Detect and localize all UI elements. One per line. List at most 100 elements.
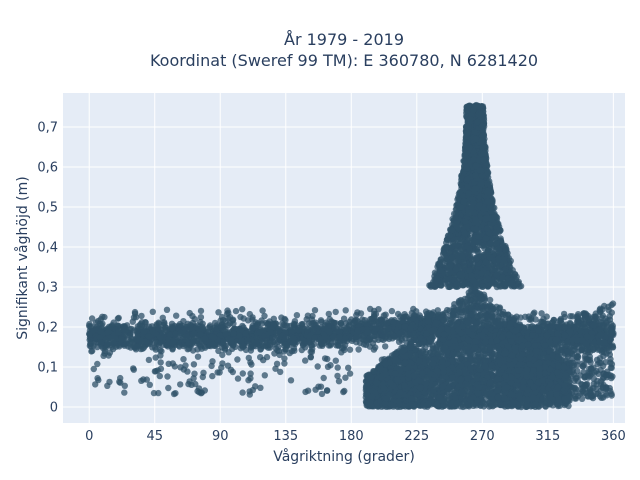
data-point	[273, 360, 281, 367]
data-point	[342, 335, 349, 342]
data-point	[295, 326, 302, 334]
data-point	[202, 335, 209, 342]
data-point	[112, 335, 119, 342]
data-point	[247, 344, 255, 351]
data-point	[385, 325, 392, 332]
data-point	[155, 320, 163, 327]
data-point	[106, 378, 113, 386]
data-point	[92, 381, 99, 388]
data-point	[300, 337, 307, 344]
data-point	[493, 303, 500, 310]
data-point	[465, 289, 472, 296]
data-point	[277, 368, 284, 376]
data-point	[366, 343, 374, 350]
data-point	[355, 346, 362, 353]
data-point	[92, 319, 100, 326]
data-point	[382, 311, 389, 318]
data-point	[525, 313, 532, 320]
data-point	[357, 310, 365, 317]
data-point	[230, 330, 237, 337]
data-point	[319, 342, 326, 349]
data-point	[372, 344, 379, 351]
data-point	[287, 377, 295, 384]
data-point	[146, 323, 153, 330]
data-point	[465, 328, 472, 335]
data-point	[495, 314, 503, 322]
data-point	[310, 319, 317, 327]
data-point	[218, 313, 226, 321]
data-point	[121, 342, 128, 349]
data-point	[261, 312, 268, 320]
data-point	[390, 318, 397, 326]
data-point	[205, 324, 212, 332]
data-point	[104, 341, 111, 348]
data-point	[281, 340, 289, 348]
data-point	[131, 336, 138, 344]
data-point	[253, 338, 260, 346]
data-point	[170, 338, 177, 345]
data-point	[197, 307, 205, 315]
data-points	[86, 101, 617, 411]
data-point	[177, 381, 184, 388]
data-point	[196, 331, 204, 338]
data-point	[345, 364, 352, 371]
data-point	[327, 342, 334, 349]
data-point	[310, 326, 317, 333]
data-point	[218, 364, 225, 371]
data-point	[334, 372, 341, 380]
data-point	[245, 377, 252, 384]
data-point	[329, 333, 337, 341]
data-point	[232, 307, 240, 315]
data-point	[352, 318, 359, 325]
data-point	[281, 360, 288, 367]
data-point	[302, 357, 309, 364]
data-point	[152, 354, 159, 361]
data-point	[121, 389, 128, 396]
data-point	[211, 319, 219, 327]
data-point	[332, 357, 339, 364]
data-point	[280, 348, 288, 355]
data-point	[237, 313, 244, 321]
data-point	[234, 375, 242, 382]
data-point	[114, 315, 122, 322]
data-point	[372, 310, 380, 318]
data-point	[281, 355, 288, 362]
data-point	[261, 372, 268, 379]
data-point	[398, 317, 405, 324]
data-point	[323, 387, 331, 394]
data-point	[239, 389, 246, 396]
data-point	[483, 312, 490, 320]
data-point	[247, 370, 254, 377]
data-point	[164, 373, 171, 380]
data-point	[346, 370, 354, 377]
data-point	[105, 328, 112, 335]
data-point	[394, 310, 402, 318]
data-point	[187, 321, 194, 329]
data-point	[317, 317, 325, 324]
data-point	[121, 382, 128, 389]
data-point	[195, 385, 203, 392]
data-point	[220, 339, 227, 346]
data-point	[254, 320, 261, 327]
data-point	[239, 370, 246, 377]
data-point	[163, 306, 171, 313]
data-point	[146, 381, 153, 388]
data-point	[326, 328, 333, 335]
data-point	[303, 316, 310, 323]
data-point	[145, 333, 153, 340]
data-point	[314, 363, 321, 370]
data-point	[210, 334, 218, 341]
data-point	[382, 343, 389, 350]
data-point	[342, 325, 350, 332]
data-point	[317, 383, 325, 390]
data-point	[380, 336, 387, 344]
data-point	[388, 307, 396, 315]
data-point	[183, 333, 190, 340]
data-point	[236, 328, 244, 335]
data-point	[293, 312, 301, 319]
data-point	[184, 368, 191, 375]
data-point	[341, 387, 348, 395]
data-point	[140, 376, 147, 383]
chart-title-line1: År 1979 - 2019	[284, 30, 404, 49]
data-point	[321, 355, 329, 362]
